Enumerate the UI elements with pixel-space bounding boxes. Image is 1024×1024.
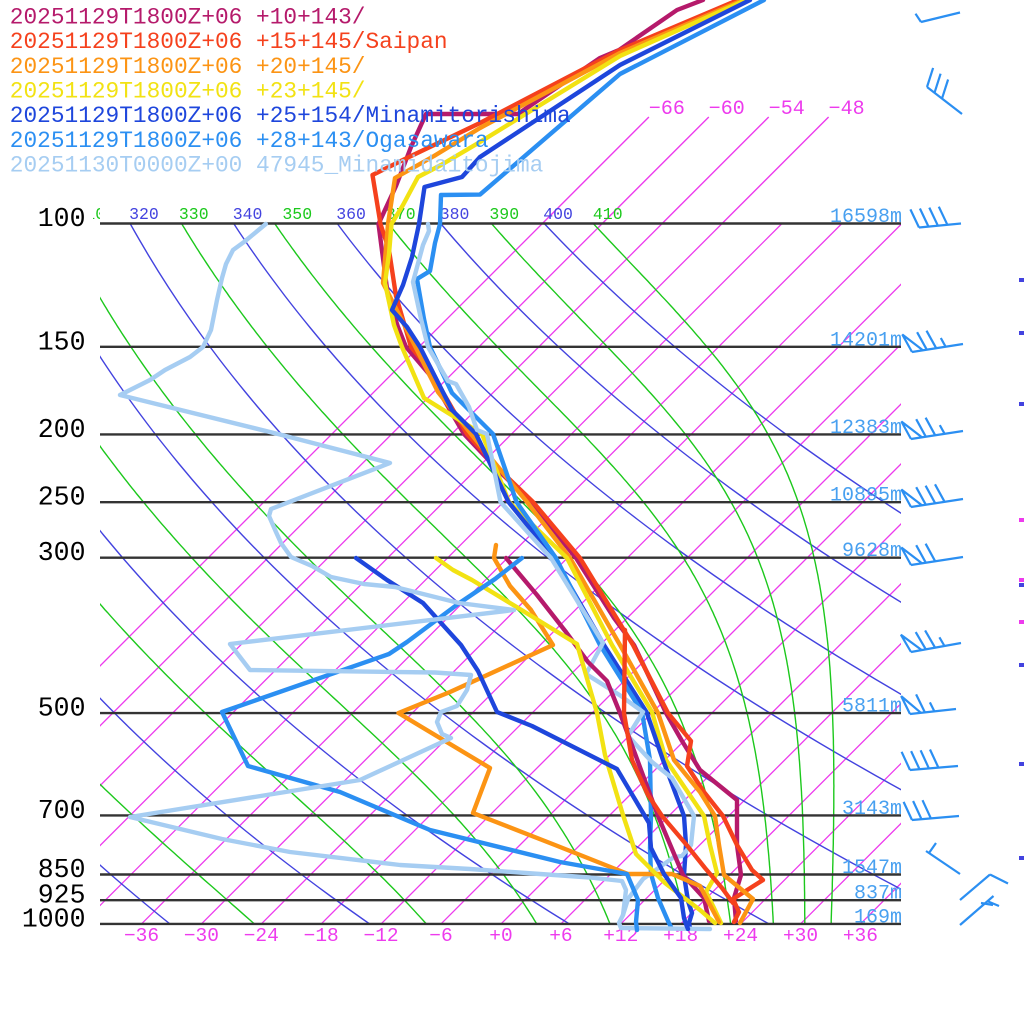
svg-text:−18: −18 bbox=[304, 925, 339, 947]
svg-text:−30: −30 bbox=[184, 925, 219, 947]
svg-text:20251129T1800Z+06 +15+145/Saip: 20251129T1800Z+06 +15+145/Saipan bbox=[10, 29, 448, 55]
svg-text:380: 380 bbox=[440, 205, 470, 224]
svg-text:410: 410 bbox=[593, 205, 623, 224]
svg-text:700: 700 bbox=[38, 796, 86, 826]
svg-text:390: 390 bbox=[489, 205, 519, 224]
svg-text:169m: 169m bbox=[854, 906, 902, 929]
svg-text:−54: −54 bbox=[769, 98, 805, 121]
svg-text:−6: −6 bbox=[429, 925, 452, 947]
svg-text:−48: −48 bbox=[829, 98, 865, 121]
svg-text:100: 100 bbox=[38, 204, 86, 234]
svg-text:320: 320 bbox=[129, 205, 159, 224]
svg-text:360: 360 bbox=[336, 205, 366, 224]
svg-text:+36: +36 bbox=[843, 925, 878, 947]
svg-text:20251129T1800Z+06 +23+145/: 20251129T1800Z+06 +23+145/ bbox=[10, 79, 366, 105]
svg-text:10895m: 10895m bbox=[830, 485, 902, 508]
svg-text:3143m: 3143m bbox=[842, 798, 902, 821]
svg-text:310: 310 bbox=[75, 205, 105, 224]
svg-text:850: 850 bbox=[38, 855, 86, 885]
svg-text:1547m: 1547m bbox=[842, 857, 902, 880]
svg-text:+24: +24 bbox=[723, 925, 758, 947]
svg-text:−60: −60 bbox=[709, 98, 745, 121]
svg-text:300: 300 bbox=[38, 538, 86, 568]
svg-text:330: 330 bbox=[179, 205, 209, 224]
svg-text:500: 500 bbox=[38, 694, 86, 724]
svg-text:14201m: 14201m bbox=[830, 329, 902, 352]
svg-text:150: 150 bbox=[38, 327, 86, 357]
svg-text:200: 200 bbox=[38, 415, 86, 445]
svg-text:1000: 1000 bbox=[22, 904, 86, 934]
svg-text:250: 250 bbox=[38, 483, 86, 513]
svg-text:350: 350 bbox=[282, 205, 312, 224]
svg-text:20251129T1800Z+06 +25+154/Mina: 20251129T1800Z+06 +25+154/Minamitorishim… bbox=[10, 103, 571, 129]
svg-text:400: 400 bbox=[543, 205, 573, 224]
svg-text:925: 925 bbox=[38, 881, 86, 911]
svg-text:9628m: 9628m bbox=[842, 540, 902, 563]
svg-text:837m: 837m bbox=[854, 883, 902, 906]
svg-text:+0: +0 bbox=[489, 925, 512, 947]
svg-text:+30: +30 bbox=[783, 925, 818, 947]
svg-text:5811m: 5811m bbox=[842, 696, 902, 719]
svg-text:12383m: 12383m bbox=[830, 417, 902, 440]
svg-text:−12: −12 bbox=[364, 925, 399, 947]
svg-text:20251130T0000Z+00 47945_Minami: 20251130T0000Z+00 47945_Minamidaitojima bbox=[10, 153, 544, 179]
svg-text:−36: −36 bbox=[124, 925, 159, 947]
svg-text:−66: −66 bbox=[649, 98, 685, 121]
svg-text:+12: +12 bbox=[603, 925, 638, 947]
svg-text:+6: +6 bbox=[549, 925, 572, 947]
svg-text:20251129T1800Z+06 +28+143/Ogas: 20251129T1800Z+06 +28+143/Ogasawara bbox=[10, 128, 489, 154]
svg-text:−24: −24 bbox=[244, 925, 279, 947]
svg-text:20251129T1800Z+06 +20+145/: 20251129T1800Z+06 +20+145/ bbox=[10, 54, 366, 80]
svg-text:16598m: 16598m bbox=[830, 206, 902, 229]
svg-text:340: 340 bbox=[233, 205, 263, 224]
svg-text:20251129T1800Z+06 +10+143/: 20251129T1800Z+06 +10+143/ bbox=[10, 5, 366, 31]
